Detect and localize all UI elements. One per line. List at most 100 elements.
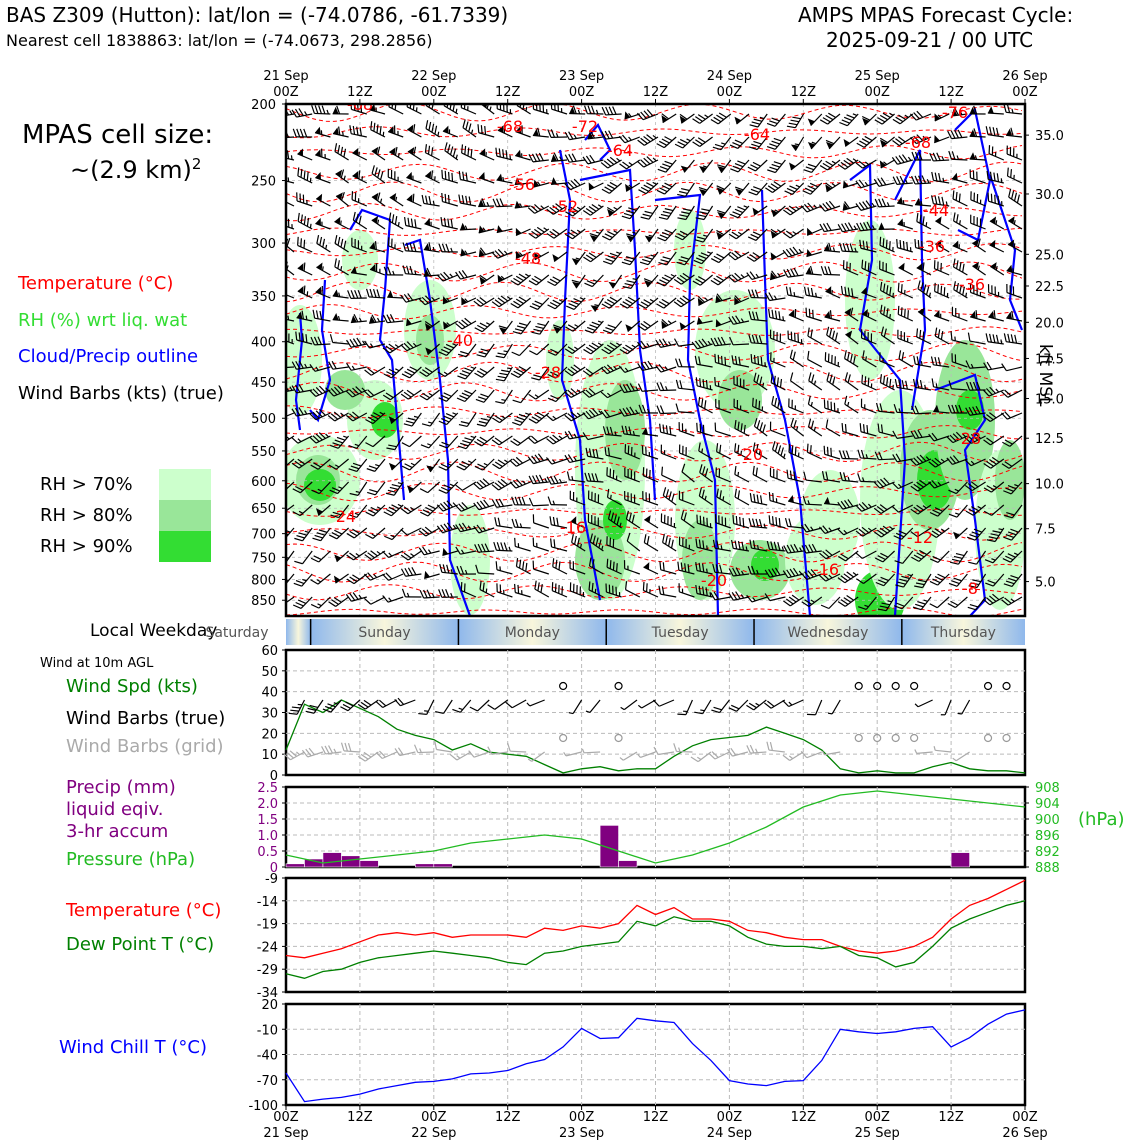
barb-pennant xyxy=(589,234,598,242)
barb-flag xyxy=(751,143,760,148)
barb-flag xyxy=(662,210,672,215)
legend-temperature: Temperature (°C) xyxy=(18,273,174,294)
barb-flag xyxy=(656,143,665,149)
barb-shaft xyxy=(629,251,641,266)
barb-flag xyxy=(403,216,407,226)
barb-shaft xyxy=(572,699,583,714)
rh-region xyxy=(546,320,574,400)
barb-flag xyxy=(828,200,836,209)
barb-flag xyxy=(505,701,513,709)
barb-flag xyxy=(696,422,698,432)
wind-barb xyxy=(892,113,914,125)
wind-barb xyxy=(698,182,714,196)
wind-barb xyxy=(842,260,859,276)
barb-half-flag xyxy=(721,142,726,145)
wind-barb xyxy=(352,170,368,184)
barb-flag xyxy=(410,218,414,228)
wind-barb xyxy=(952,258,968,276)
barb-flag xyxy=(552,299,561,305)
barb-flag xyxy=(552,516,556,526)
barb-flag xyxy=(729,213,739,219)
barb-flag xyxy=(428,196,432,205)
cell-size-label: MPAS cell size: xyxy=(22,120,214,150)
barb-shaft xyxy=(623,699,638,711)
barb-flag xyxy=(660,213,670,217)
wind-barb xyxy=(873,177,895,187)
barb-shaft xyxy=(409,458,422,471)
wind-barb xyxy=(749,493,768,506)
barb-shaft xyxy=(772,182,786,194)
precip-bar xyxy=(950,852,970,868)
barb-flag xyxy=(657,236,666,242)
barb-flag xyxy=(497,517,501,527)
barb-flag xyxy=(503,104,505,112)
barb-flag xyxy=(734,163,744,168)
barb-shaft xyxy=(646,274,659,288)
barb-flag xyxy=(953,107,960,116)
barb-flag xyxy=(277,384,281,392)
wind-barb xyxy=(552,320,568,334)
barb-flag xyxy=(461,144,464,154)
barb-shaft xyxy=(955,751,970,762)
barb-flag xyxy=(962,286,965,296)
barb-half-flag xyxy=(456,755,461,759)
barb-pennant xyxy=(316,193,323,202)
wind-barb xyxy=(621,205,641,220)
barb-shaft xyxy=(952,198,968,207)
barb-flag xyxy=(601,106,607,116)
barb-pennant xyxy=(388,462,396,471)
wind-barb xyxy=(929,152,950,162)
barb-shaft xyxy=(551,182,568,186)
barb-shaft xyxy=(951,158,968,161)
barb-flag xyxy=(479,247,487,255)
barb-shaft xyxy=(718,251,732,264)
barb-flag xyxy=(792,116,801,120)
wind-barb xyxy=(495,561,513,575)
cloud-outline xyxy=(760,189,812,616)
barb-pennant xyxy=(352,147,359,156)
barb-shaft xyxy=(951,178,968,184)
wind-barb xyxy=(766,136,786,150)
wind-barb xyxy=(514,200,531,209)
wind-barb xyxy=(788,308,804,322)
barb-flag xyxy=(773,161,783,165)
barb-half-flag xyxy=(665,386,668,391)
barb-flag xyxy=(394,125,396,134)
barb-flag xyxy=(643,299,652,305)
barb-flag xyxy=(659,140,668,146)
barb-flag xyxy=(515,557,519,567)
wind-barb xyxy=(726,747,749,757)
barb-flag xyxy=(503,542,508,551)
wind-barb xyxy=(460,248,477,257)
wind-barb xyxy=(786,113,805,129)
swatch-rh70 xyxy=(159,469,211,500)
wind-barb xyxy=(716,205,732,219)
barb-shaft xyxy=(368,296,386,299)
barb-flag xyxy=(847,287,851,297)
barb-shaft xyxy=(970,222,986,230)
wind-barb xyxy=(807,113,823,126)
barb-flag xyxy=(947,130,953,139)
barb-flag xyxy=(769,120,778,125)
barb-shaft xyxy=(466,412,477,427)
barb-flag xyxy=(752,231,762,236)
barb-flag xyxy=(341,192,345,201)
barb-flag xyxy=(746,256,755,262)
barb-flag xyxy=(951,151,956,160)
barb-flag xyxy=(608,130,614,139)
barb-shaft xyxy=(898,358,914,368)
wind-barb xyxy=(917,280,932,299)
wind-barb xyxy=(949,550,968,565)
wind-barb xyxy=(552,558,568,575)
barb-flag xyxy=(334,143,338,152)
swatch-rh80 xyxy=(159,500,211,531)
barb-flag xyxy=(768,292,774,301)
barb-flag xyxy=(311,105,315,114)
barb-half-flag xyxy=(628,162,633,166)
wind-barb xyxy=(528,497,549,507)
barb-flag xyxy=(805,307,808,317)
wind-barb xyxy=(315,148,331,161)
barb-flag xyxy=(587,105,592,114)
barb-flag xyxy=(276,535,284,542)
barb-flag xyxy=(567,231,576,238)
